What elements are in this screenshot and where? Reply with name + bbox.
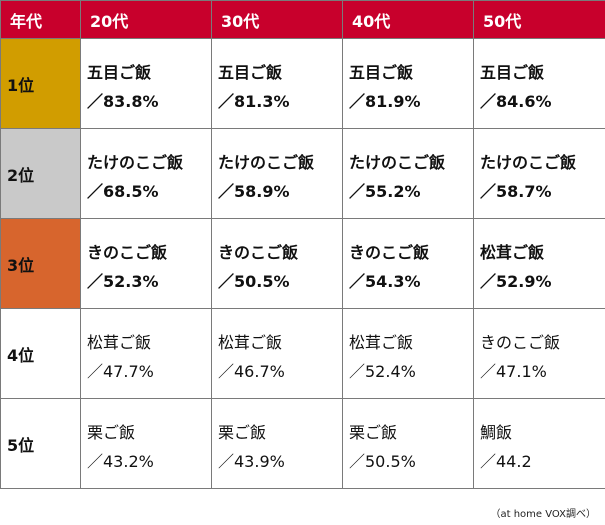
dish-name: きのこご飯 — [218, 243, 299, 262]
rank-2-label: 2位 — [0, 128, 81, 219]
dish-percent: ／44.2 — [480, 452, 532, 471]
rank-5-label: 5位 — [0, 398, 81, 489]
dish-percent: ／58.9% — [218, 182, 290, 201]
table-cell: 栗ご飯 ／43.2% — [80, 398, 212, 489]
source-note: （at home VOX調べ） — [490, 509, 596, 520]
table-cell: 松茸ご飯 ／52.9% — [473, 218, 605, 309]
dish-name: 五目ご飯 — [87, 63, 152, 82]
table-cell: 五目ご飯 ／84.6% — [473, 38, 605, 129]
rank-3-label: 3位 — [0, 218, 81, 309]
dish-name: きのこご飯 — [87, 243, 168, 262]
dish-name: 松茸ご飯 — [480, 243, 545, 262]
dish-name: 松茸ご飯 — [218, 333, 283, 352]
dish-name: 鯛飯 — [480, 423, 513, 442]
ranking-table: 年代 20代 30代 40代 50代 1位 五目ご飯 ／83.8% 五目ご飯 ／81… — [0, 0, 605, 489]
dish-name: たけのこご飯 — [480, 153, 577, 172]
table-cell: 栗ご飯 ／50.5% — [342, 398, 474, 489]
table-cell: 松茸ご飯 ／47.7% — [80, 308, 212, 399]
dish-percent: ／54.3% — [349, 272, 421, 291]
table-row: 5位 栗ご飯 ／43.2% 栗ご飯 ／43.9% 栗ご飯 ／50.5% 鯛飯 ／44.2 — [0, 398, 605, 489]
dish-percent: ／81.3% — [218, 92, 290, 111]
table-cell: きのこご飯 ／54.3% — [342, 218, 474, 309]
rank-1-label: 1位 — [0, 38, 81, 129]
dish-percent: ／52.4% — [349, 362, 416, 381]
dish-name: 松茸ご飯 — [87, 333, 152, 352]
dish-name: 松茸ご飯 — [349, 333, 414, 352]
table-cell: 松茸ご飯 ／46.7% — [211, 308, 343, 399]
dish-percent: ／58.7% — [480, 182, 552, 201]
table-cell: たけのこご飯 ／58.9% — [211, 128, 343, 219]
dish-name: 五目ご飯 — [480, 63, 545, 82]
header-50s: 50代 — [473, 0, 605, 39]
dish-percent: ／68.5% — [87, 182, 159, 201]
table-cell: きのこご飯 ／50.5% — [211, 218, 343, 309]
header-40s: 40代 — [342, 0, 474, 39]
header-20s: 20代 — [80, 0, 212, 39]
table-cell: 五目ご飯 ／81.3% — [211, 38, 343, 129]
dish-name: たけのこご飯 — [218, 153, 315, 172]
dish-percent: ／46.7% — [218, 362, 285, 381]
header-row: 年代 20代 30代 40代 50代 — [0, 0, 605, 39]
dish-name: 栗ご飯 — [218, 423, 267, 442]
table-cell: 五目ご飯 ／83.8% — [80, 38, 212, 129]
dish-percent: ／43.2% — [87, 452, 154, 471]
dish-name: 栗ご飯 — [87, 423, 136, 442]
table-row: 4位 松茸ご飯 ／47.7% 松茸ご飯 ／46.7% 松茸ご飯 ／52.4% きのこご… — [0, 308, 605, 399]
header-30s: 30代 — [211, 0, 343, 39]
dish-percent: ／84.6% — [480, 92, 552, 111]
dish-percent: ／55.2% — [349, 182, 421, 201]
rank-4-label: 4位 — [0, 308, 81, 399]
table-row: 2位 たけのこご飯 ／68.5% たけのこご飯 ／58.9% たけのこご飯 ／55.2… — [0, 128, 605, 219]
table-cell: きのこご飯 ／52.3% — [80, 218, 212, 309]
dish-name: たけのこご飯 — [349, 153, 446, 172]
dish-name: 五目ご飯 — [349, 63, 414, 82]
table-row: 1位 五目ご飯 ／83.8% 五目ご飯 ／81.3% 五目ご飯 ／81.9% 五目ご飯… — [0, 38, 605, 129]
table-cell: 鯛飯 ／44.2 — [473, 398, 605, 489]
header-corner: 年代 — [0, 0, 81, 39]
table-cell: たけのこご飯 ／58.7% — [473, 128, 605, 219]
dish-percent: ／43.9% — [218, 452, 285, 471]
dish-percent: ／50.5% — [349, 452, 416, 471]
dish-percent: ／50.5% — [218, 272, 290, 291]
dish-percent: ／52.3% — [87, 272, 159, 291]
dish-percent: ／81.9% — [349, 92, 421, 111]
table-cell: たけのこご飯 ／68.5% — [80, 128, 212, 219]
table-cell: きのこご飯 ／47.1% — [473, 308, 605, 399]
table-cell: たけのこご飯 ／55.2% — [342, 128, 474, 219]
dish-name: 五目ご飯 — [218, 63, 283, 82]
dish-name: きのこご飯 — [349, 243, 430, 262]
dish-percent: ／83.8% — [87, 92, 159, 111]
dish-name: きのこご飯 — [480, 333, 561, 352]
table-cell: 五目ご飯 ／81.9% — [342, 38, 474, 129]
table-cell: 栗ご飯 ／43.9% — [211, 398, 343, 489]
table-row: 3位 きのこご飯 ／52.3% きのこご飯 ／50.5% きのこご飯 ／54.3% 松… — [0, 218, 605, 309]
dish-name: たけのこご飯 — [87, 153, 184, 172]
dish-percent: ／52.9% — [480, 272, 552, 291]
dish-percent: ／47.7% — [87, 362, 154, 381]
table-cell: 松茸ご飯 ／52.4% — [342, 308, 474, 399]
dish-name: 栗ご飯 — [349, 423, 398, 442]
dish-percent: ／47.1% — [480, 362, 547, 381]
